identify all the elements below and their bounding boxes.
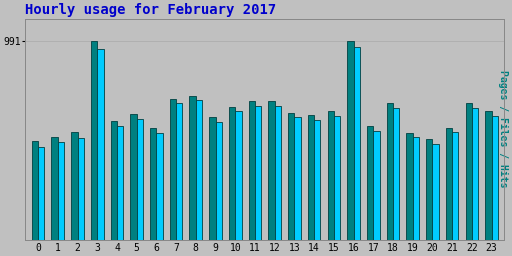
Bar bbox=[235, 111, 242, 240]
Bar bbox=[485, 111, 492, 240]
Bar bbox=[308, 115, 314, 240]
Bar bbox=[268, 101, 274, 240]
Text: Hourly usage for February 2017: Hourly usage for February 2017 bbox=[25, 4, 276, 17]
Bar bbox=[52, 137, 58, 240]
Bar bbox=[176, 103, 182, 240]
Bar bbox=[446, 128, 452, 240]
Bar bbox=[393, 108, 399, 240]
Bar bbox=[32, 141, 38, 240]
Bar bbox=[294, 117, 301, 240]
Bar bbox=[274, 106, 281, 240]
Bar bbox=[472, 108, 478, 240]
Bar bbox=[196, 100, 202, 240]
Bar bbox=[347, 40, 353, 240]
Y-axis label: Pages / Files / Hits: Pages / Files / Hits bbox=[499, 70, 508, 188]
Bar bbox=[255, 106, 261, 240]
Bar bbox=[71, 132, 77, 240]
Bar bbox=[137, 119, 143, 240]
Bar bbox=[91, 40, 97, 240]
Bar bbox=[97, 49, 103, 240]
Bar bbox=[170, 99, 176, 240]
Bar bbox=[189, 96, 196, 240]
Bar bbox=[38, 147, 45, 240]
Bar bbox=[433, 144, 439, 240]
Bar bbox=[328, 111, 334, 240]
Bar bbox=[413, 137, 419, 240]
Bar bbox=[452, 132, 458, 240]
Bar bbox=[407, 133, 413, 240]
Bar bbox=[492, 115, 498, 240]
Bar bbox=[150, 128, 156, 240]
Bar bbox=[373, 131, 379, 240]
Bar bbox=[249, 101, 255, 240]
Bar bbox=[131, 114, 137, 240]
Bar bbox=[314, 120, 321, 240]
Bar bbox=[465, 103, 472, 240]
Bar bbox=[288, 113, 294, 240]
Bar bbox=[77, 138, 84, 240]
Bar bbox=[111, 121, 117, 240]
Bar bbox=[216, 122, 222, 240]
Bar bbox=[229, 107, 235, 240]
Bar bbox=[58, 142, 64, 240]
Bar bbox=[353, 47, 360, 240]
Bar bbox=[117, 126, 123, 240]
Bar bbox=[156, 133, 163, 240]
Bar bbox=[209, 117, 216, 240]
Bar bbox=[367, 126, 373, 240]
Bar bbox=[334, 115, 340, 240]
Bar bbox=[387, 103, 393, 240]
Bar bbox=[426, 139, 433, 240]
